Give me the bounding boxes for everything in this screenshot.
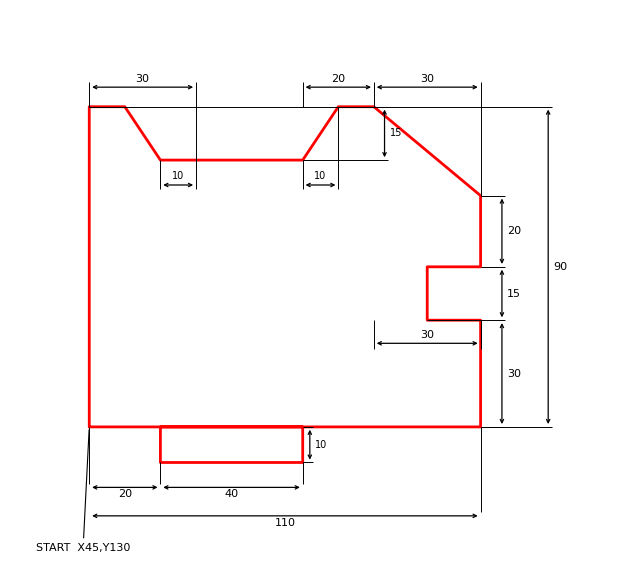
Text: 10: 10	[314, 171, 327, 181]
Text: 90: 90	[554, 262, 568, 272]
Text: 20: 20	[331, 75, 345, 85]
Text: 20: 20	[118, 489, 132, 499]
Text: 30: 30	[136, 75, 149, 85]
Text: 30: 30	[420, 330, 434, 340]
Text: START  X45,Y130: START X45,Y130	[36, 430, 130, 554]
Text: 30: 30	[420, 75, 434, 85]
Text: 110: 110	[274, 518, 296, 528]
Text: 15: 15	[507, 288, 521, 299]
Text: 30: 30	[507, 369, 521, 379]
Text: 10: 10	[315, 440, 328, 450]
Text: 40: 40	[224, 489, 238, 499]
Text: 10: 10	[172, 171, 185, 181]
Text: 15: 15	[390, 129, 403, 139]
Text: 20: 20	[507, 226, 521, 236]
